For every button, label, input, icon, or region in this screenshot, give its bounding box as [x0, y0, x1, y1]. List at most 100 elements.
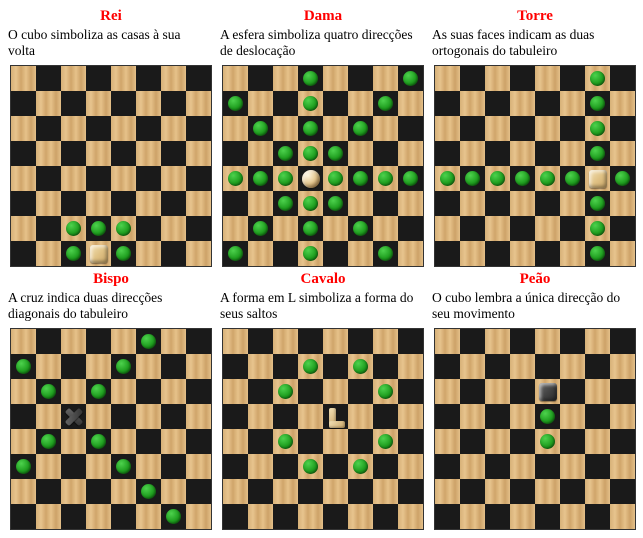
move-dot [403, 71, 418, 86]
square [535, 191, 560, 216]
square [11, 454, 36, 479]
square [460, 241, 485, 266]
square [348, 241, 373, 266]
square [373, 216, 398, 241]
square [435, 66, 460, 91]
square [435, 166, 460, 191]
move-dot [540, 409, 555, 424]
move-dot [565, 171, 580, 186]
move-dot [16, 459, 31, 474]
move-dot [66, 221, 81, 236]
square [223, 91, 248, 116]
square [560, 354, 585, 379]
square [36, 329, 61, 354]
square [460, 479, 485, 504]
square [186, 141, 211, 166]
panel-torre: TorreAs suas faces indicam as duas ortog… [432, 8, 638, 267]
square [535, 479, 560, 504]
square [435, 429, 460, 454]
square [11, 166, 36, 191]
square [136, 354, 161, 379]
square [610, 166, 635, 191]
square [298, 354, 323, 379]
move-dot [590, 96, 605, 111]
square [186, 66, 211, 91]
square [348, 429, 373, 454]
square [161, 479, 186, 504]
square [610, 329, 635, 354]
square [398, 354, 423, 379]
square [460, 191, 485, 216]
square [86, 504, 111, 529]
square [535, 404, 560, 429]
move-dot [303, 459, 318, 474]
square [373, 504, 398, 529]
square [510, 479, 535, 504]
square [136, 241, 161, 266]
square [535, 429, 560, 454]
square [435, 479, 460, 504]
move-dot [253, 221, 268, 236]
square [186, 166, 211, 191]
square [273, 379, 298, 404]
move-dot [228, 96, 243, 111]
move-dot [278, 196, 293, 211]
move-dot [403, 171, 418, 186]
square [398, 91, 423, 116]
square [485, 91, 510, 116]
square [610, 479, 635, 504]
square [186, 429, 211, 454]
square [535, 66, 560, 91]
square [298, 404, 323, 429]
square [510, 116, 535, 141]
board-torre [434, 65, 636, 267]
square [398, 191, 423, 216]
board-wrap-bispo [8, 328, 214, 530]
square [323, 216, 348, 241]
square [36, 216, 61, 241]
square [111, 66, 136, 91]
square [535, 454, 560, 479]
square [610, 354, 635, 379]
square [460, 116, 485, 141]
square [435, 379, 460, 404]
square [585, 216, 610, 241]
move-dot [116, 221, 131, 236]
square [161, 241, 186, 266]
square [161, 454, 186, 479]
move-dot [353, 359, 368, 374]
panel-title-bispo: Bispo [8, 271, 214, 288]
square [186, 191, 211, 216]
board-wrap-peao [432, 328, 638, 530]
square [610, 91, 635, 116]
square [273, 479, 298, 504]
square [248, 354, 273, 379]
square [585, 166, 610, 191]
square [535, 379, 560, 404]
square [560, 91, 585, 116]
square [273, 216, 298, 241]
square [36, 166, 61, 191]
square [61, 191, 86, 216]
square [510, 216, 535, 241]
panel-title-rei: Rei [8, 8, 214, 25]
square [248, 91, 273, 116]
move-dot [378, 171, 393, 186]
square [186, 404, 211, 429]
move-dot [116, 459, 131, 474]
square [298, 191, 323, 216]
square [186, 479, 211, 504]
move-dot [590, 196, 605, 211]
square [111, 166, 136, 191]
square [61, 141, 86, 166]
square [323, 404, 348, 429]
square [273, 66, 298, 91]
board-cavalo [222, 328, 424, 530]
square [485, 241, 510, 266]
square [161, 191, 186, 216]
square [485, 216, 510, 241]
square [11, 379, 36, 404]
square [136, 66, 161, 91]
square [510, 404, 535, 429]
square [348, 379, 373, 404]
